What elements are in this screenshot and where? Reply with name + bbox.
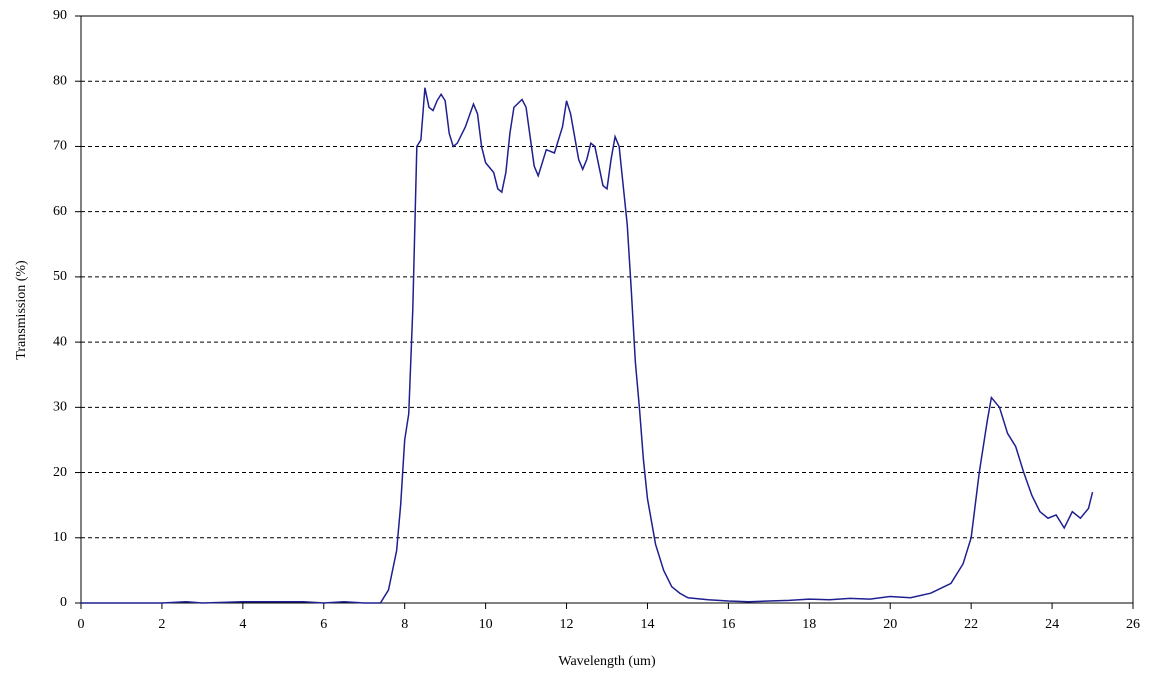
x-tick-label: 14	[640, 617, 654, 632]
y-tick-label: 30	[53, 400, 67, 415]
plot-frame	[80, 15, 1134, 604]
x-tick-label: 4	[239, 617, 246, 632]
y-tick-label: 0	[60, 595, 67, 610]
x-tick-label: 10	[479, 617, 493, 632]
y-tick-label: 10	[53, 530, 67, 545]
x-tick-label: 20	[883, 617, 897, 632]
x-tick-label: 12	[560, 617, 574, 632]
x-axis-label: Wavelength (um)	[558, 654, 656, 669]
x-tick-label: 8	[401, 617, 408, 632]
y-tick-label: 40	[53, 334, 67, 349]
x-tick-label: 6	[320, 617, 327, 632]
y-tick-label: 50	[53, 269, 67, 284]
x-tick-label: 24	[1045, 617, 1059, 632]
x-tick-label: 16	[721, 617, 735, 632]
x-tick-label: 22	[964, 617, 978, 632]
x-tick-label: 26	[1126, 617, 1140, 632]
y-tick-label: 20	[53, 465, 67, 480]
x-tick-label: 18	[802, 617, 816, 632]
y-tick-label: 60	[53, 204, 67, 219]
y-tick-label: 90	[53, 8, 67, 23]
x-tick-label: 2	[158, 617, 165, 632]
x-tick-label: 0	[78, 617, 85, 632]
y-axis-label: Transmission (%)	[14, 260, 29, 360]
y-tick-label: 70	[53, 139, 67, 154]
y-tick-label: 80	[53, 73, 67, 88]
data-line	[81, 87, 1094, 604]
